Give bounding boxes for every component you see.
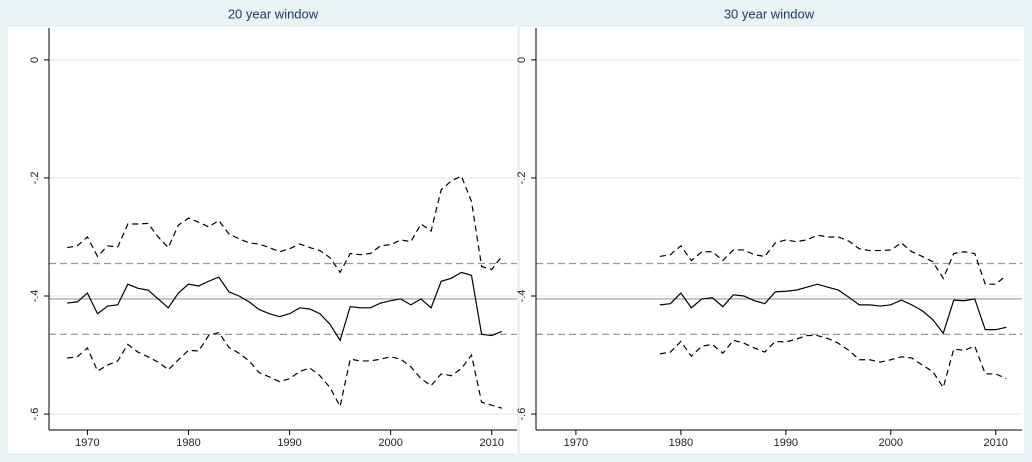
x-tick-label: 2000 [378, 437, 402, 449]
panel-background [520, 27, 1024, 453]
x-tick-label: 2010 [984, 437, 1008, 449]
y-tick-label: -.2 [516, 172, 528, 185]
x-tick-label: 1990 [774, 437, 798, 449]
panel-title: 30 year window [724, 6, 815, 21]
series-line [67, 271, 503, 342]
series-line [659, 334, 1007, 389]
series-line [67, 175, 503, 274]
y-tick-label: -.4 [516, 290, 528, 303]
y-tick-label: 0 [516, 57, 528, 63]
x-tick-label: 1990 [277, 437, 301, 449]
x-tick-label: 2000 [879, 437, 903, 449]
panel-title: 20 year window [228, 6, 319, 21]
y-tick-label: -.4 [29, 290, 41, 303]
y-tick-label: -.6 [516, 408, 528, 421]
x-tick-label: 1980 [176, 437, 200, 449]
x-tick-label: 2010 [479, 437, 503, 449]
y-tick-label: -.2 [29, 172, 41, 185]
series-line [67, 331, 503, 409]
series-line [659, 234, 1007, 285]
panel-background [8, 27, 517, 453]
x-tick-label: 1970 [75, 437, 99, 449]
y-tick-label: -.6 [29, 408, 41, 421]
x-tick-label: 1980 [669, 437, 693, 449]
y-tick-label: 0 [29, 57, 41, 63]
series-line [659, 283, 1007, 335]
x-tick-label: 1970 [564, 437, 588, 449]
